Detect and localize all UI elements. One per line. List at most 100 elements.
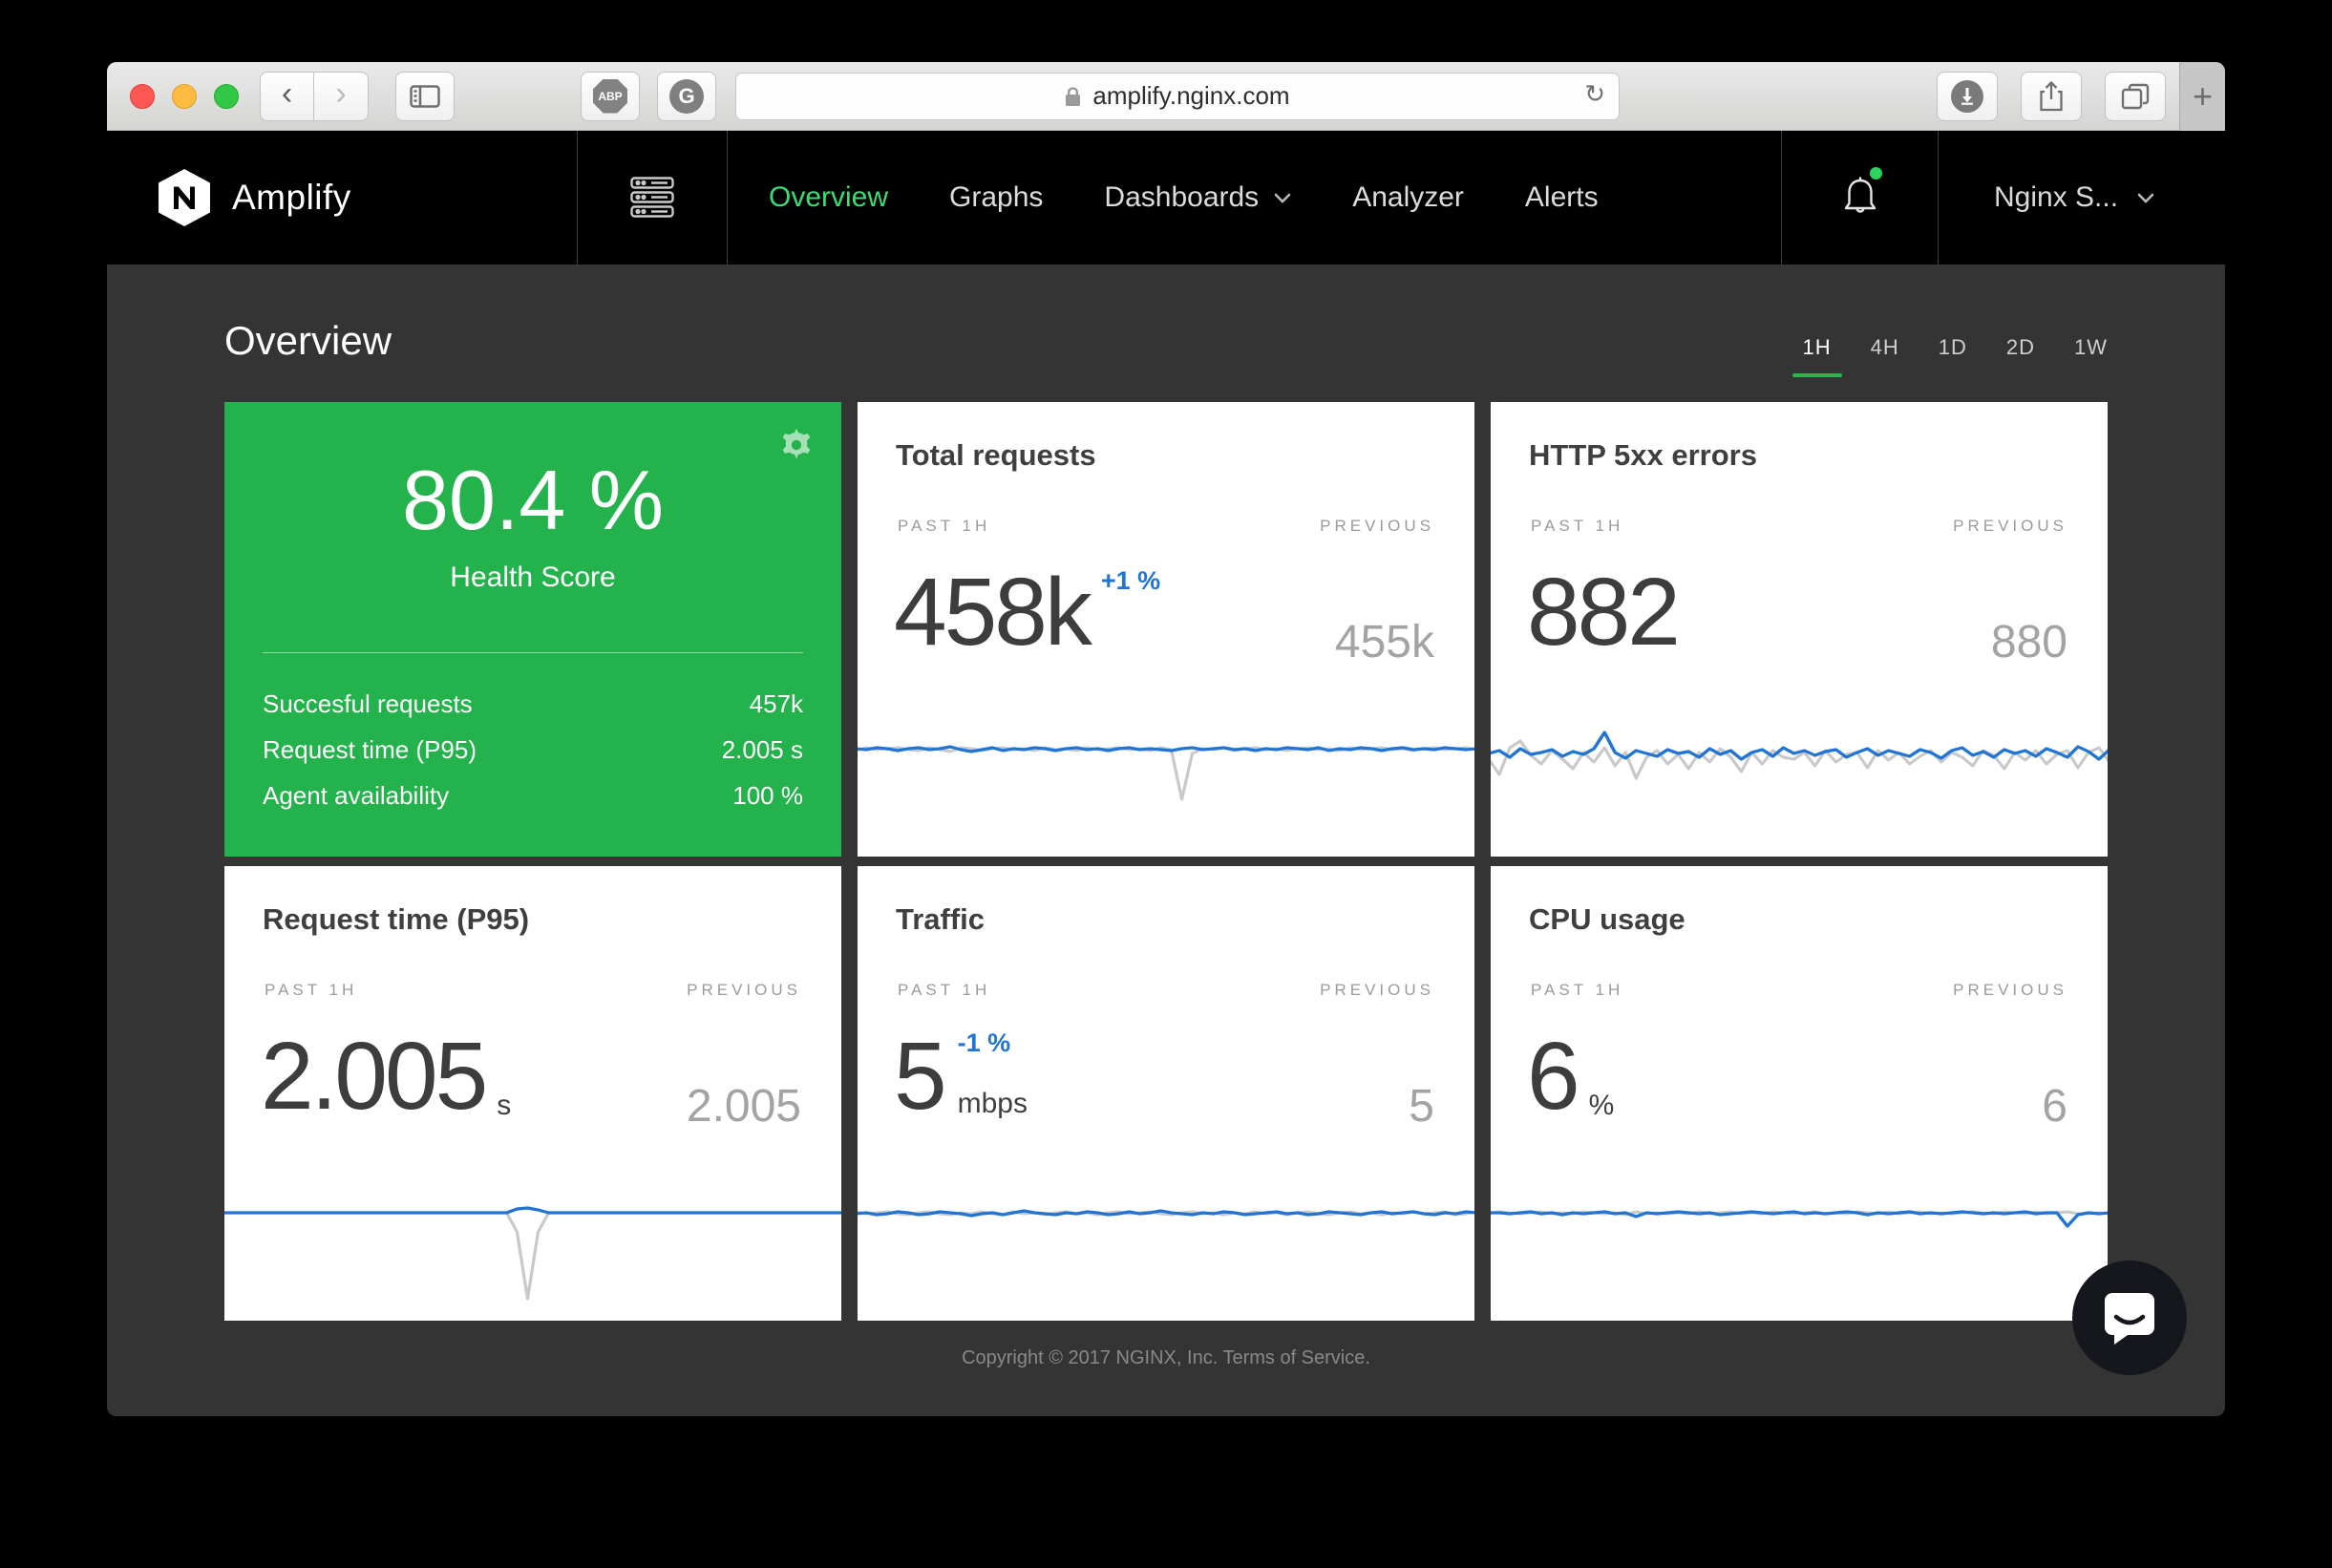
metric-value: 882 — [1527, 559, 1681, 666]
previous-value: 455k — [1334, 617, 1434, 667]
chat-bubble-icon — [2105, 1293, 2154, 1345]
page-title: Overview — [224, 318, 392, 363]
address-bar[interactable]: amplify.nginx.com ↻ — [735, 72, 1620, 120]
metric-value: 458k — [894, 559, 1092, 666]
systems-list-button[interactable] — [578, 131, 727, 265]
nav-divider — [1938, 131, 1939, 265]
nav-item-alerts[interactable]: Alerts — [1524, 181, 1599, 213]
previous-value: 6 — [2042, 1081, 2067, 1132]
nav-divider — [1781, 131, 1782, 265]
sparkline-chart — [858, 1189, 1474, 1313]
past-label: PAST 1H — [1531, 517, 1624, 535]
nav-item-dashboards-label: Dashboards — [1104, 181, 1260, 213]
past-label: PAST 1H — [265, 981, 358, 999]
previous-label: PREVIOUS — [1320, 981, 1434, 999]
sparkline-chart — [858, 725, 1474, 849]
back-button[interactable]: ‹ — [260, 71, 314, 121]
stat-label: Request time (P95) — [263, 734, 477, 764]
bell-icon — [1844, 177, 1876, 213]
past-label: PAST 1H — [1531, 981, 1624, 999]
metric-unit: s — [497, 1090, 512, 1121]
time-tab-1d[interactable]: 1D — [1938, 335, 1967, 359]
nav-menu: Overview Graphs Dashboards Analyzer Aler… — [728, 131, 1781, 265]
stat-row: Succesful requests 457k — [263, 681, 803, 727]
stat-label: Agent availability — [263, 780, 450, 810]
traffic-card: Traffic PAST 1H PREVIOUS 5 -1 % mbps 5 — [858, 866, 1474, 1321]
nginx-logo-icon — [159, 169, 210, 226]
health-score-label: Health Score — [450, 562, 616, 594]
card-title: Request time (P95) — [263, 902, 530, 936]
dashboard-content: Overview 1H 4H 1D 2D 1W 80.4 % — [107, 265, 2225, 1416]
back-icon: ‹ — [281, 74, 293, 112]
page-head: Overview 1H 4H 1D 2D 1W — [224, 265, 2108, 364]
window-controls — [130, 83, 239, 109]
previous-label: PREVIOUS — [1953, 517, 2067, 535]
time-tab-2d[interactable]: 2D — [2005, 335, 2035, 359]
notification-dot — [1870, 167, 1882, 180]
adblock-extension-button[interactable]: ABP — [581, 71, 640, 121]
previous-label: PREVIOUS — [1320, 517, 1434, 535]
amplify-brand[interactable]: Amplify — [107, 131, 577, 265]
grammarly-extension-button[interactable]: G — [657, 71, 716, 121]
chat-widget-button[interactable] — [2072, 1261, 2187, 1375]
notifications-button[interactable] — [1782, 131, 1938, 265]
time-tab-1w[interactable]: 1W — [2074, 335, 2108, 359]
share-button[interactable] — [2021, 71, 2082, 121]
nav-divider — [727, 131, 728, 265]
tabs-icon — [2121, 83, 2150, 109]
new-tab-button[interactable]: + — [2179, 62, 2225, 131]
reload-icon[interactable]: ↻ — [1584, 79, 1605, 109]
metric-delta: -1 % — [957, 1028, 1011, 1057]
metric-unit: % — [1588, 1090, 1615, 1121]
nav-item-dashboards[interactable]: Dashboards — [1104, 181, 1291, 214]
time-range-selector: 1H 4H 1D 2D 1W — [1803, 335, 2109, 360]
settings-gear-icon[interactable] — [778, 427, 815, 468]
brand-name: Amplify — [232, 178, 351, 217]
past-label: PAST 1H — [898, 517, 991, 535]
stat-value: 2.005 s — [721, 734, 803, 764]
sidebar-icon — [410, 84, 440, 108]
adblock-icon: ABP — [593, 78, 627, 114]
forward-icon: › — [335, 74, 347, 112]
sidebar-button[interactable] — [395, 71, 455, 121]
time-tab-4h[interactable]: 4H — [1870, 335, 1899, 359]
previous-value: 2.005 — [686, 1081, 801, 1132]
stat-value: 457k — [749, 689, 803, 718]
card-title: HTTP 5xx errors — [1529, 438, 1757, 472]
metric-value: 5 — [894, 1023, 947, 1130]
browser-window: ‹ › ABP G amplify.nginx.com ↻ — [107, 62, 2225, 1416]
forward-button[interactable]: › — [314, 71, 369, 121]
metric-delta: +1 % — [1100, 566, 1161, 595]
minimize-window-button[interactable] — [172, 83, 197, 109]
sparkline-chart — [1491, 725, 2108, 849]
stat-value: 100 % — [732, 780, 803, 810]
https-lock-icon — [1065, 86, 1081, 107]
zoom-window-button[interactable] — [214, 83, 239, 109]
account-menu-button[interactable]: Nginx S... — [1939, 131, 2225, 265]
time-tab-1h[interactable]: 1H — [1802, 335, 1832, 359]
metric-value: 2.005 — [261, 1023, 488, 1130]
health-score-card: 80.4 % Health Score Succesful requests 4… — [224, 402, 841, 857]
previous-value: 880 — [1990, 617, 2067, 667]
metric-value: 6 — [1527, 1023, 1580, 1130]
cpu-usage-card: CPU usage PAST 1H PREVIOUS 6 % 6 — [1491, 866, 2108, 1321]
sparkline-chart — [224, 1189, 841, 1313]
nav-item-analyzer[interactable]: Analyzer — [1352, 181, 1464, 213]
close-window-button[interactable] — [130, 83, 155, 109]
health-score-value: 80.4 % — [402, 453, 664, 547]
request-time-card: Request time (P95) PAST 1H PREVIOUS 2.00… — [224, 866, 841, 1321]
http-5xx-errors-card: HTTP 5xx errors PAST 1H PREVIOUS 882 880 — [1491, 402, 2108, 857]
tab-overview-button[interactable] — [2105, 71, 2166, 121]
account-name: Nginx S... — [1994, 181, 2119, 213]
divider — [263, 652, 803, 653]
nav-item-overview[interactable]: Overview — [769, 181, 889, 213]
sparkline-chart — [1491, 1189, 2108, 1313]
total-requests-card: Total requests PAST 1H PREVIOUS 458k +1 … — [858, 402, 1474, 857]
stat-row: Agent availability 100 % — [263, 773, 803, 818]
nav-item-graphs[interactable]: Graphs — [949, 181, 1044, 213]
card-title: CPU usage — [1529, 902, 1685, 936]
servers-icon — [630, 177, 674, 218]
previous-label: PREVIOUS — [687, 981, 801, 999]
chevron-down-icon — [2137, 193, 2154, 203]
downloads-button[interactable] — [1937, 71, 1998, 121]
